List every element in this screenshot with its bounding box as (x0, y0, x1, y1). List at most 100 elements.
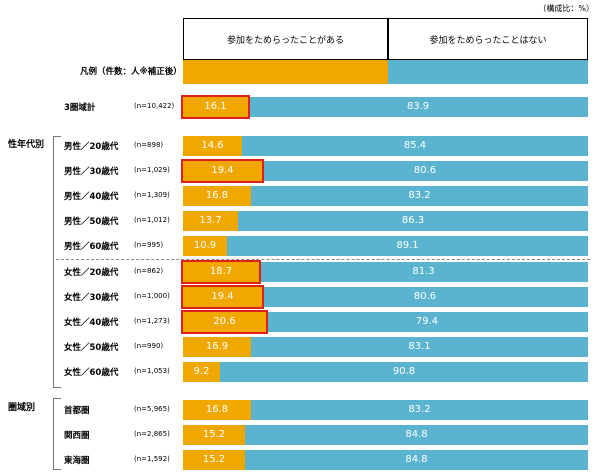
bar-value-a: 19.4 (211, 165, 234, 176)
bar-value-b: 84.8 (405, 454, 428, 465)
bar-value-a: 10.9 (193, 240, 217, 251)
bracket-region (53, 398, 61, 470)
bar-value-b: 83.9 (406, 101, 430, 112)
row-label: 男性／50歳代 (64, 217, 119, 227)
highlight-box (181, 310, 268, 334)
row-n-count: (n=898) (134, 141, 164, 149)
highlight-box (181, 260, 261, 284)
bar-segment-a (183, 262, 259, 282)
header-col-b: 参加をためらったことはない (388, 18, 588, 60)
row-n-count: (n=862) (134, 267, 164, 275)
bar-segment-b (242, 136, 588, 156)
gender-separator (56, 259, 590, 260)
bar-segment-a (183, 400, 251, 420)
row-label: 首都圏 (64, 406, 90, 416)
bar-value-a: 14.6 (201, 140, 224, 151)
bar-value-a: 16.9 (205, 341, 229, 352)
row-n-count: (n=995) (134, 241, 164, 249)
bar-segment-b (245, 425, 588, 445)
bar-value-a: 15.2 (202, 429, 226, 440)
bar-segment-a (183, 186, 251, 206)
bar-segment-a (183, 97, 248, 117)
group-label-age-gender: 性年代別 (8, 140, 45, 150)
bar-segment-a (183, 425, 245, 445)
bar-value-b: 85.4 (403, 140, 427, 151)
bar-value-a: 20.6 (213, 316, 236, 327)
row-label: 女性／20歳代 (64, 268, 119, 278)
row-label: 関西圏 (64, 431, 90, 441)
bar-value-b: 83.2 (408, 404, 431, 415)
bar-segment-a (183, 236, 227, 256)
bar-value-b: 89.1 (396, 240, 419, 251)
legend-swatch-b (388, 60, 588, 84)
bar-value-a: 16.8 (205, 190, 229, 201)
bar-segment-a (183, 450, 245, 470)
bar-segment-b (227, 236, 588, 256)
bar-segment-a (183, 312, 266, 332)
bar-segment-b (245, 450, 588, 470)
row-label: 男性／60歳代 (64, 242, 119, 252)
bar-value-a: 19.4 (211, 291, 234, 302)
bar-segment-b (251, 186, 588, 206)
bar-value-b: 80.6 (413, 291, 437, 302)
bar-value-a: 13.7 (199, 215, 222, 226)
bar-segment-b (266, 312, 588, 332)
row-label: 男性／30歳代 (64, 167, 119, 177)
legend-label: 凡例（件数：人※補正後） (80, 67, 182, 77)
row-n-count: (n=10,422) (134, 102, 175, 110)
bar-segment-b (262, 161, 588, 181)
bracket-age-gender (53, 136, 61, 388)
row-label: 男性／40歳代 (64, 192, 119, 202)
bar-value-b: 83.1 (408, 341, 431, 352)
bar-value-a: 9.2 (193, 366, 210, 377)
row-n-count: (n=990) (134, 342, 164, 350)
bar-value-b: 86.3 (401, 215, 425, 226)
bar-value-a: 16.8 (205, 404, 229, 415)
header-col-a: 参加をためらったことがある (183, 18, 388, 60)
bar-value-a: 16.1 (204, 101, 227, 112)
row-n-count: (n=2,865) (134, 430, 170, 438)
row-n-count: (n=1,012) (134, 216, 170, 224)
highlight-box (181, 159, 264, 183)
bar-value-a: 15.2 (202, 454, 226, 465)
row-n-count: (n=5,965) (134, 405, 170, 413)
row-label: 東海圏 (64, 456, 90, 466)
row-label: 女性／60歳代 (64, 368, 119, 378)
row-n-count: (n=1,592) (134, 455, 170, 463)
row-label: 女性／50歳代 (64, 343, 119, 353)
bar-segment-b (262, 287, 588, 307)
bar-segment-a (183, 287, 262, 307)
bar-segment-b (259, 262, 588, 282)
bar-value-b: 80.6 (413, 165, 437, 176)
bar-segment-a (183, 337, 251, 357)
bar-segment-b (251, 337, 588, 357)
row-label: 女性／30歳代 (64, 293, 119, 303)
bar-segment-a (183, 211, 238, 231)
group-label-region: 圏域別 (8, 403, 36, 413)
bar-value-b: 81.3 (412, 266, 435, 277)
row-label: 男性／20歳代 (64, 142, 119, 152)
row-n-count: (n=1,273) (134, 317, 170, 325)
bar-segment-a (183, 136, 242, 156)
bar-segment-b (220, 362, 588, 382)
bar-segment-a (183, 161, 262, 181)
bar-segment-a (183, 362, 220, 382)
row-label: 3圏域計 (64, 103, 96, 113)
bar-segment-b (238, 211, 588, 231)
bar-value-b: 79.4 (415, 316, 439, 327)
bar-value-a: 18.7 (209, 266, 233, 277)
row-label: 女性／40歳代 (64, 318, 119, 328)
unit-note: （構成比：%） (538, 4, 594, 13)
legend-swatch-a (183, 60, 388, 84)
row-n-count: (n=1,309) (134, 191, 170, 199)
bar-value-b: 90.8 (392, 366, 416, 377)
highlight-box (181, 285, 264, 309)
bar-segment-b (248, 97, 588, 117)
highlight-box (181, 95, 250, 119)
bar-segment-b (251, 400, 588, 420)
bar-value-b: 84.8 (405, 429, 428, 440)
bar-value-b: 83.2 (408, 190, 431, 201)
row-n-count: (n=1,029) (134, 166, 170, 174)
row-n-count: (n=1,000) (134, 292, 170, 300)
